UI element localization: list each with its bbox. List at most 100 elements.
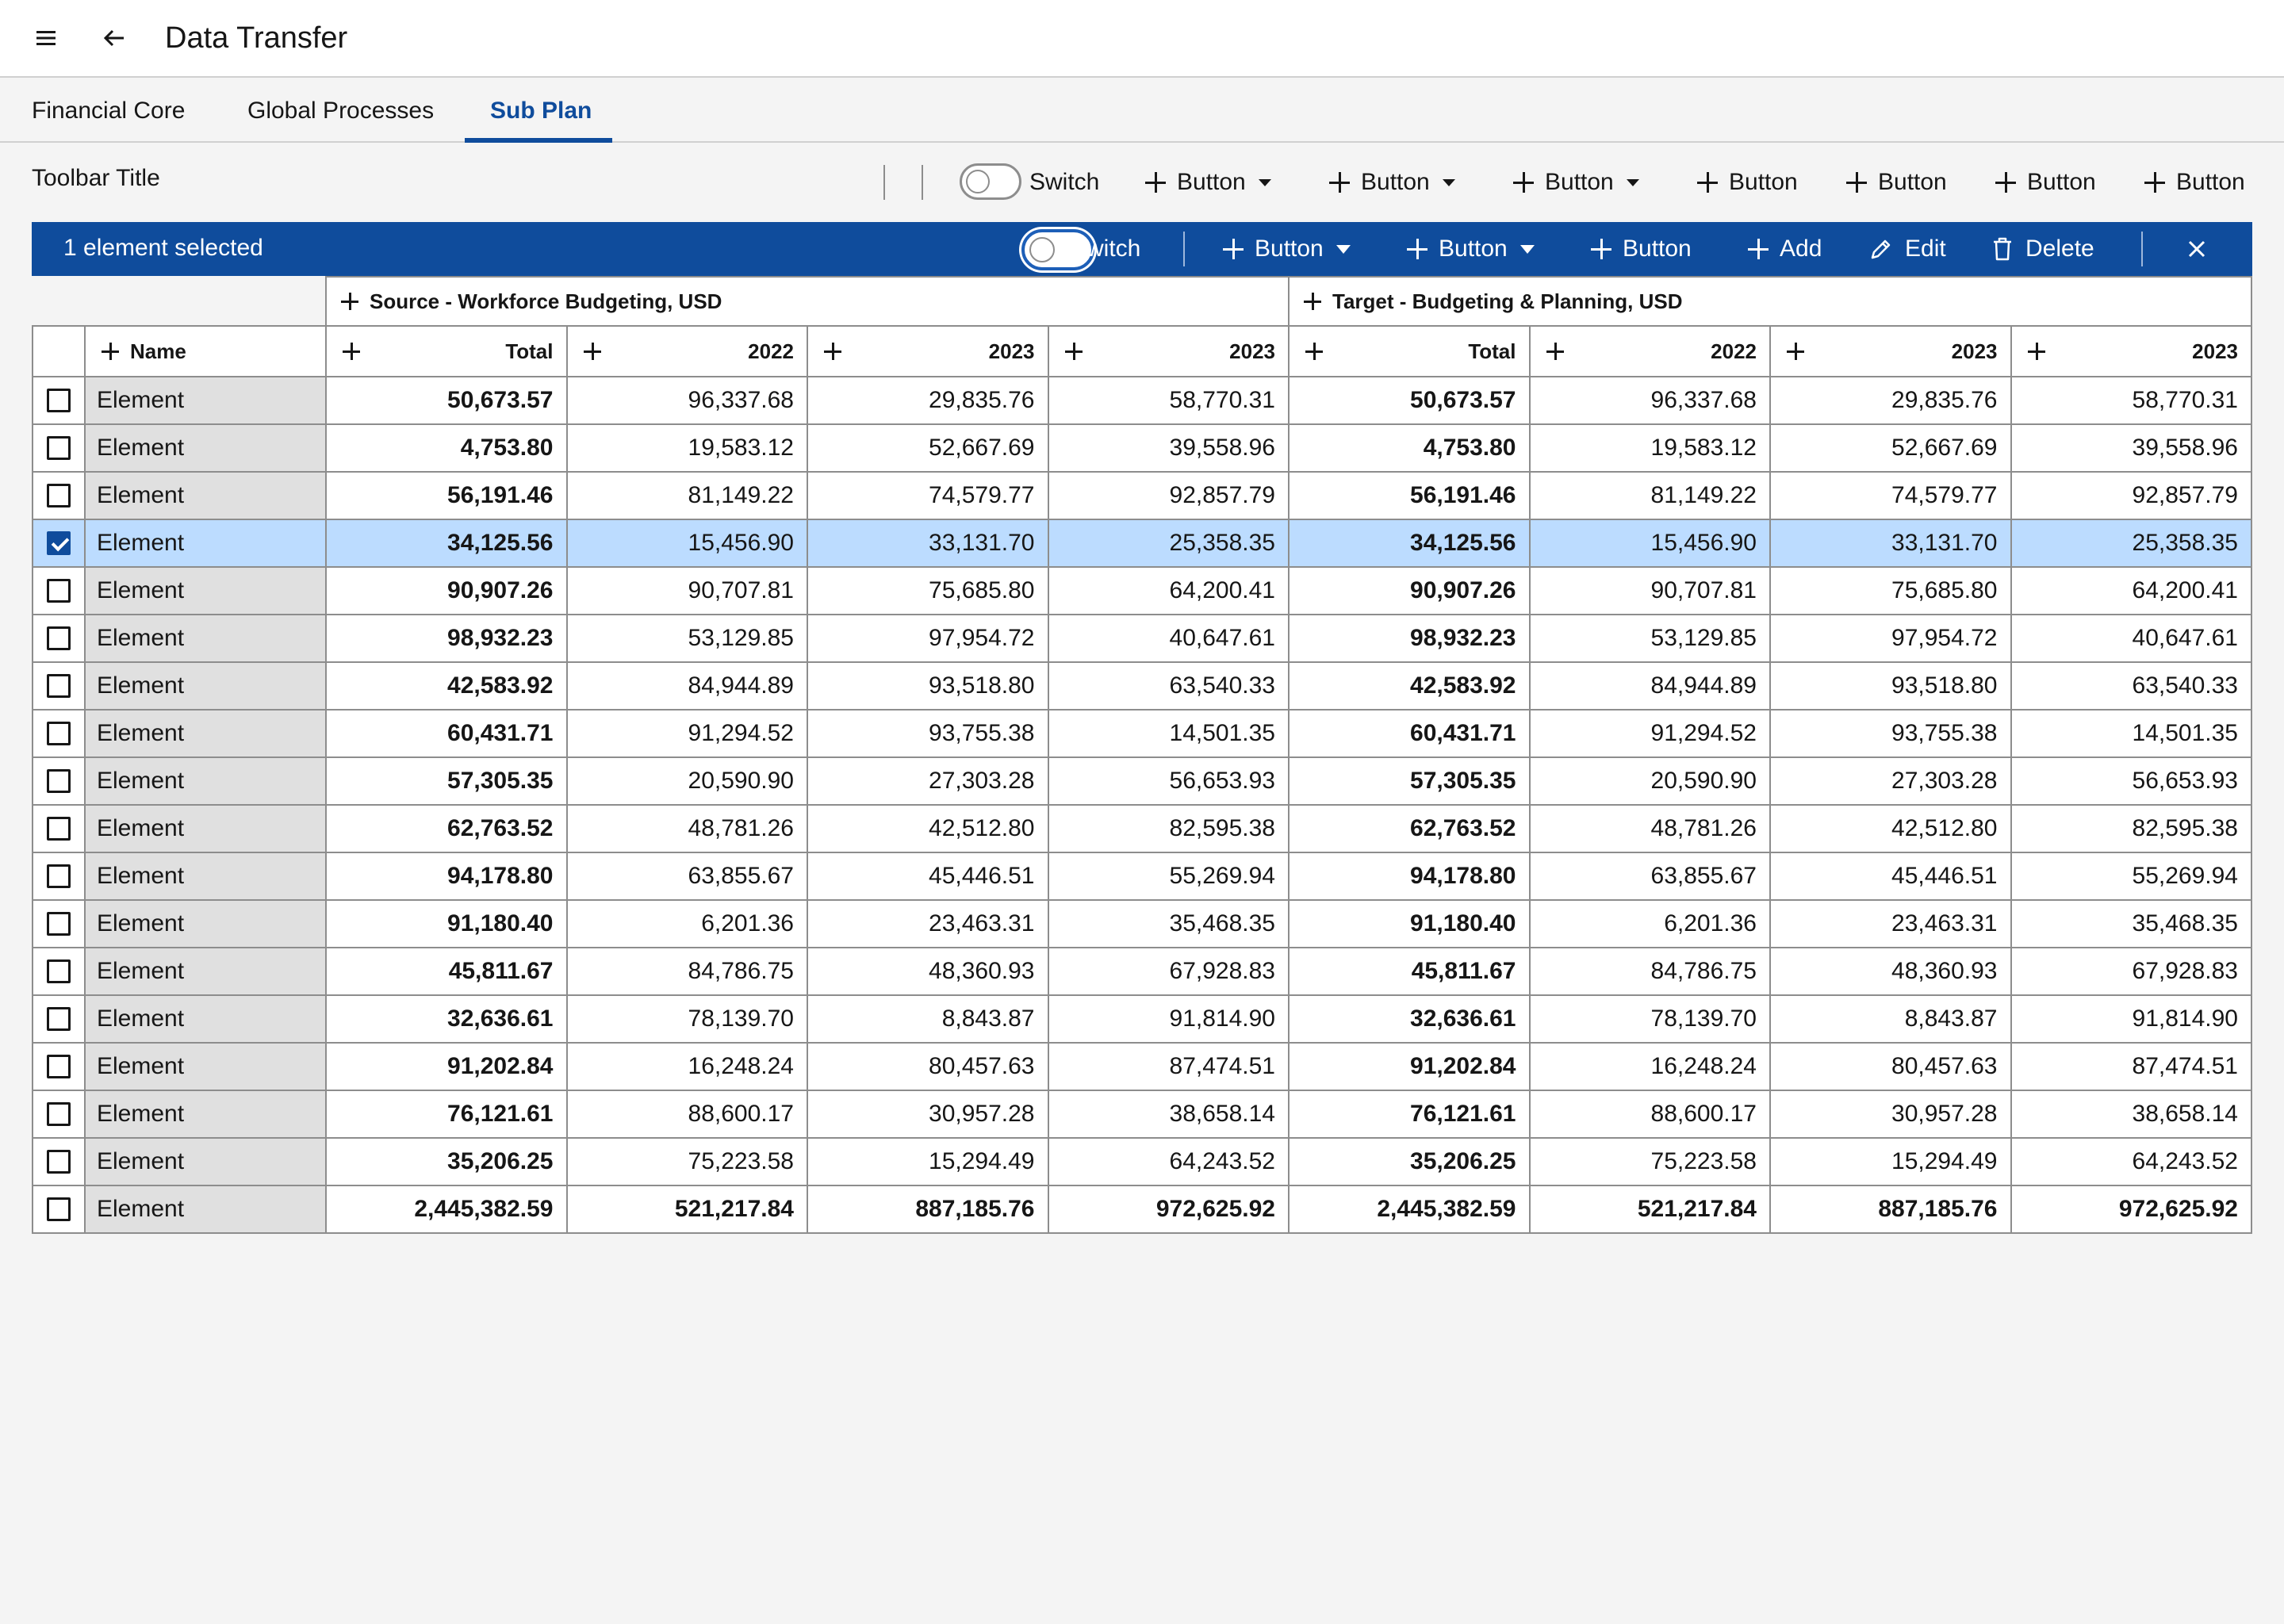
value-cell[interactable]: 53,129.85 [1530, 615, 1771, 663]
value-cell[interactable]: 90,707.81 [1530, 568, 1771, 615]
row-checkbox[interactable] [47, 1150, 71, 1174]
value-cell[interactable]: 887,185.76 [808, 1186, 1049, 1234]
value-cell[interactable]: 16,248.24 [567, 1044, 808, 1091]
value-cell[interactable]: 35,206.25 [327, 1139, 568, 1186]
value-cell[interactable]: 91,202.84 [1290, 1044, 1531, 1091]
value-cell[interactable]: 45,811.67 [1290, 948, 1531, 996]
value-cell[interactable]: 15,294.49 [1771, 1139, 2012, 1186]
value-cell[interactable]: 64,243.52 [1048, 1139, 1290, 1186]
value-cell[interactable]: 67,928.83 [2011, 948, 2252, 996]
value-cell[interactable]: 15,294.49 [808, 1139, 1049, 1186]
row-name-cell[interactable]: Element [86, 568, 327, 615]
value-cell[interactable]: 75,223.58 [567, 1139, 808, 1186]
value-cell[interactable]: 25,358.35 [1048, 520, 1290, 568]
value-cell[interactable]: 34,125.56 [1290, 520, 1531, 568]
value-cell[interactable]: 48,781.26 [1530, 806, 1771, 853]
value-cell[interactable]: 30,957.28 [1771, 1091, 2012, 1139]
value-cell[interactable]: 40,647.61 [2011, 615, 2252, 663]
value-cell[interactable]: 60,431.71 [327, 710, 568, 758]
value-cell[interactable]: 53,129.85 [567, 615, 808, 663]
value-cell[interactable]: 78,139.70 [1530, 996, 1771, 1044]
value-cell[interactable]: 25,358.35 [2011, 520, 2252, 568]
row-name-cell[interactable]: Element [86, 1044, 327, 1091]
row-name-cell[interactable]: Element [86, 853, 327, 901]
value-cell[interactable]: 33,131.70 [808, 520, 1049, 568]
value-cell[interactable]: 76,121.61 [327, 1091, 568, 1139]
row-checkbox[interactable] [47, 389, 71, 412]
value-cell[interactable]: 48,781.26 [567, 806, 808, 853]
row-name-cell[interactable]: Element [86, 1091, 327, 1139]
value-cell[interactable]: 55,269.94 [2011, 853, 2252, 901]
value-cell[interactable]: 15,456.90 [1530, 520, 1771, 568]
value-cell[interactable]: 56,191.46 [327, 473, 568, 520]
row-select-cell[interactable] [32, 710, 86, 758]
value-cell[interactable]: 97,954.72 [1771, 615, 2012, 663]
back-button[interactable] [92, 16, 136, 60]
toolbar-button-1[interactable]: Button [1145, 163, 1271, 201]
value-cell[interactable]: 2,445,382.59 [327, 1186, 568, 1234]
column-header[interactable]: 2023 [1048, 327, 1290, 377]
value-cell[interactable]: 14,501.35 [1048, 710, 1290, 758]
toolbar-switch[interactable] [960, 163, 1021, 200]
value-cell[interactable]: 16,248.24 [1530, 1044, 1771, 1091]
value-cell[interactable]: 96,337.68 [567, 377, 808, 425]
close-selection-button[interactable] [2182, 235, 2211, 263]
row-name-cell[interactable]: Element [86, 425, 327, 473]
value-cell[interactable]: 45,446.51 [808, 853, 1049, 901]
row-checkbox[interactable] [47, 769, 71, 793]
value-cell[interactable]: 92,857.79 [1048, 473, 1290, 520]
value-cell[interactable]: 96,337.68 [1530, 377, 1771, 425]
value-cell[interactable]: 42,583.92 [1290, 663, 1531, 710]
value-cell[interactable]: 87,474.51 [2011, 1044, 2252, 1091]
toolbar-button-7[interactable]: Button [2144, 163, 2245, 201]
column-header[interactable]: Total [1290, 327, 1531, 377]
row-select-cell[interactable] [32, 901, 86, 948]
column-group-header[interactable]: Target - Budgeting & Planning, USD [1290, 276, 2252, 327]
value-cell[interactable]: 82,595.38 [2011, 806, 2252, 853]
selection-switch[interactable] [1021, 229, 1094, 270]
row-select-cell[interactable] [32, 663, 86, 710]
value-cell[interactable]: 56,191.46 [1290, 473, 1531, 520]
row-checkbox[interactable] [47, 1197, 71, 1221]
value-cell[interactable]: 84,944.89 [1530, 663, 1771, 710]
value-cell[interactable]: 56,653.93 [2011, 758, 2252, 806]
value-cell[interactable]: 75,223.58 [1530, 1139, 1771, 1186]
value-cell[interactable]: 63,540.33 [2011, 663, 2252, 710]
value-cell[interactable]: 84,786.75 [1530, 948, 1771, 996]
row-checkbox[interactable] [47, 1102, 71, 1126]
value-cell[interactable]: 91,180.40 [327, 901, 568, 948]
row-checkbox[interactable] [47, 531, 71, 555]
value-cell[interactable]: 91,814.90 [2011, 996, 2252, 1044]
value-cell[interactable]: 62,763.52 [1290, 806, 1531, 853]
row-select-cell[interactable] [32, 1044, 86, 1091]
value-cell[interactable]: 91,294.52 [1530, 710, 1771, 758]
value-cell[interactable]: 39,558.96 [1048, 425, 1290, 473]
value-cell[interactable]: 19,583.12 [1530, 425, 1771, 473]
value-cell[interactable]: 58,770.31 [1048, 377, 1290, 425]
value-cell[interactable]: 75,685.80 [808, 568, 1049, 615]
row-name-cell[interactable]: Element [86, 377, 327, 425]
value-cell[interactable]: 91,294.52 [567, 710, 808, 758]
column-header[interactable]: 2022 [567, 327, 808, 377]
value-cell[interactable]: 38,658.14 [1048, 1091, 1290, 1139]
value-cell[interactable]: 19,583.12 [567, 425, 808, 473]
row-select-cell[interactable] [32, 377, 86, 425]
row-checkbox[interactable] [47, 817, 71, 841]
value-cell[interactable]: 45,446.51 [1771, 853, 2012, 901]
row-checkbox[interactable] [47, 864, 71, 888]
value-cell[interactable]: 15,456.90 [567, 520, 808, 568]
row-checkbox[interactable] [47, 436, 71, 460]
row-select-cell[interactable] [32, 996, 86, 1044]
value-cell[interactable]: 91,180.40 [1290, 901, 1531, 948]
value-cell[interactable]: 42,583.92 [327, 663, 568, 710]
row-name-cell[interactable]: Element [86, 901, 327, 948]
value-cell[interactable]: 521,217.84 [567, 1186, 808, 1234]
row-name-cell[interactable]: Element [86, 1139, 327, 1186]
value-cell[interactable]: 4,753.80 [1290, 425, 1531, 473]
batch-button-2[interactable]: Button [1407, 230, 1535, 268]
value-cell[interactable]: 75,685.80 [1771, 568, 2012, 615]
value-cell[interactable]: 6,201.36 [1530, 901, 1771, 948]
value-cell[interactable]: 62,763.52 [327, 806, 568, 853]
value-cell[interactable]: 81,149.22 [567, 473, 808, 520]
batch-button-3[interactable]: Button [1591, 230, 1692, 268]
